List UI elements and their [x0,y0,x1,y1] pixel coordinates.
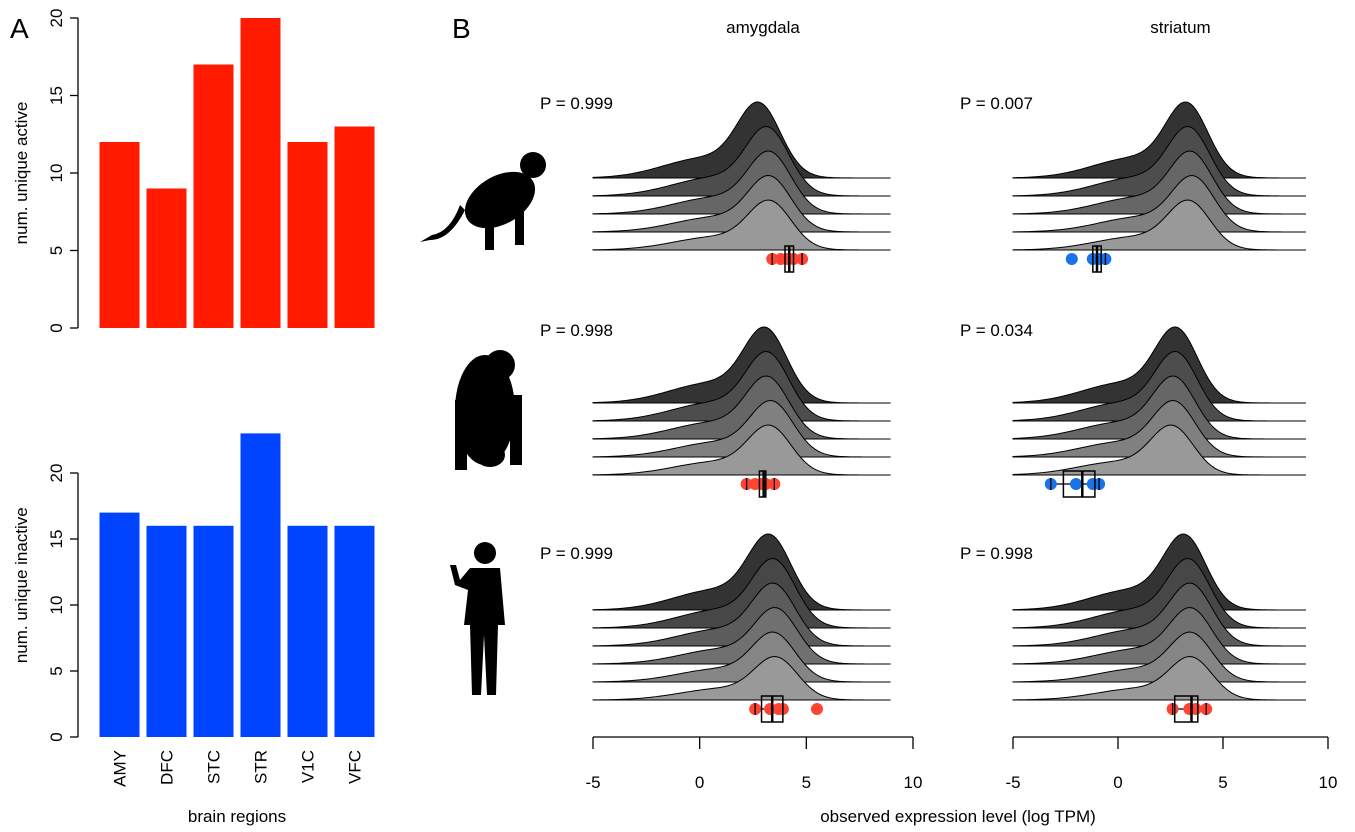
y-tick-label: 10 [47,164,66,183]
x-tick-label: AMY [111,750,130,787]
data-point [1066,253,1078,265]
data-point [1070,478,1082,490]
y-tick-label: 20 [47,9,66,28]
bar [100,142,140,328]
p-value: P = 0.999 [540,544,613,563]
bar [241,18,281,328]
p-value: P = 0.999 [540,94,613,113]
y-tick-label: 5 [47,246,66,255]
x-tick-label: 5 [1218,773,1227,792]
x-tick-label: 5 [802,773,811,792]
x-tick-label: V1C [299,750,318,783]
x-axis-label: observed expression level (log TPM) [820,807,1096,826]
y-tick-label: 15 [47,530,66,549]
ape-silhouette [455,350,522,470]
panel-label: A [10,13,29,44]
p-value: P = 0.998 [540,321,613,340]
y-tick-label: 0 [47,323,66,332]
y-tick-label: 15 [47,86,66,105]
y-tick-label: 10 [47,596,66,615]
bar [288,526,328,737]
x-tick-label: DFC [158,750,177,785]
x-tick-label: 0 [695,773,704,792]
p-value: P = 0.998 [960,544,1033,563]
x-tick-label: STC [205,750,224,784]
bar [194,65,234,329]
p-value: P = 0.007 [960,94,1033,113]
data-point [811,703,823,715]
bar [194,526,234,737]
y-tick-label: 0 [47,732,66,741]
bar [335,127,375,329]
column-title: amygdala [726,18,800,37]
bar [288,142,328,328]
human-silhouette [450,542,505,695]
x-tick-label: -5 [1005,773,1020,792]
y-axis-label: num. unique active [12,102,31,245]
p-value: P = 0.034 [960,321,1033,340]
x-tick-label: 10 [904,773,923,792]
figure: A 0 5 10 15 20 num. unique active 0 5 10 15 20 num. … [0,0,1355,827]
x-tick-label: STR [252,750,271,784]
column-title: striatum [1150,18,1210,37]
bar [147,189,187,329]
y-tick-label: 20 [47,464,66,483]
y-tick-label: 5 [47,666,66,675]
bar [335,526,375,737]
x-tick-label: 10 [1319,773,1338,792]
bar [147,526,187,737]
bar [100,513,140,737]
x-axis-label: brain regions [188,807,286,826]
y-axis-label: num. unique inactive [12,507,31,663]
x-tick-label: VFC [346,750,365,784]
x-tick-label: 0 [1113,773,1122,792]
panel-label: B [452,13,471,44]
x-tick-label: -5 [585,773,600,792]
bar [241,433,281,737]
monkey-silhouette [420,152,546,250]
density-ridge [1013,425,1306,475]
